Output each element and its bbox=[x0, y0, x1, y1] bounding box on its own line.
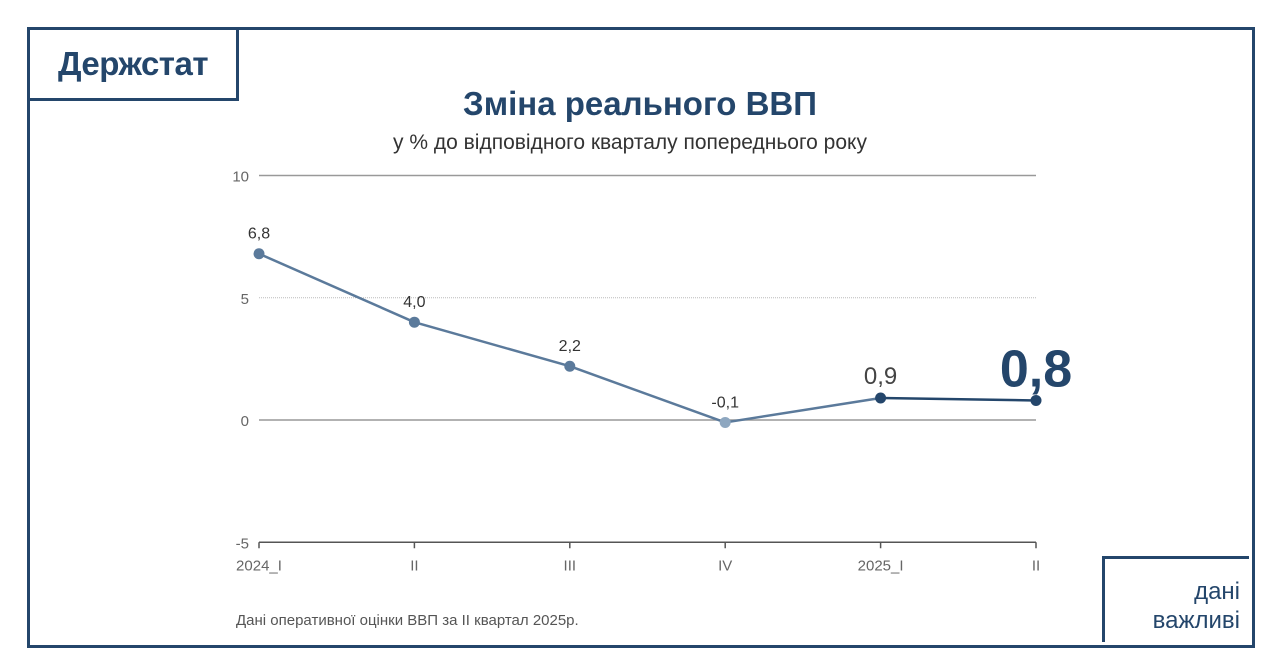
x-tick-label: II bbox=[410, 557, 418, 574]
data-label: 2,2 bbox=[559, 338, 581, 355]
data-point bbox=[719, 416, 731, 428]
outer-frame bbox=[27, 27, 1255, 648]
series-segment bbox=[414, 320, 571, 368]
x-tick-label: IV bbox=[718, 557, 732, 574]
data-point bbox=[875, 392, 887, 404]
derzhstat-logo: Держстат bbox=[27, 27, 239, 101]
data-point bbox=[564, 360, 576, 372]
data-point bbox=[408, 316, 420, 328]
chart-subtitle: у % до відповідного кварталу попередньог… bbox=[393, 131, 867, 154]
x-tick-label: II bbox=[1032, 557, 1040, 574]
x-tick-label: 2025_I bbox=[858, 557, 904, 574]
y-tick-label: 5 bbox=[241, 291, 249, 308]
data-label: -0,1 bbox=[711, 394, 739, 411]
footnote: Дані оперативної оцінки ВВП за II кварта… bbox=[236, 612, 579, 629]
data-point bbox=[1030, 394, 1042, 406]
slogan-line-2: важливі bbox=[1152, 607, 1240, 634]
y-tick-label: -5 bbox=[236, 535, 249, 552]
x-tick-label: III bbox=[564, 557, 577, 574]
slogan-line-1: дані bbox=[1194, 578, 1240, 605]
data-point bbox=[253, 248, 265, 260]
series-segment bbox=[725, 396, 881, 424]
data-label: 4,0 bbox=[403, 294, 425, 311]
y-tick-label: 10 bbox=[232, 169, 249, 186]
data-label: 0,9 bbox=[864, 363, 897, 390]
data-label: 6,8 bbox=[248, 226, 270, 243]
slogan-box: дані важливі bbox=[1102, 556, 1249, 642]
data-label: 0,8 bbox=[1000, 340, 1072, 398]
series-segment bbox=[258, 252, 415, 324]
y-tick-label: 0 bbox=[241, 413, 249, 430]
chart-title: Зміна реального ВВП bbox=[463, 85, 817, 122]
series-segment bbox=[569, 365, 726, 424]
series-segment bbox=[880, 396, 1037, 402]
x-tick-label: 2024_I bbox=[236, 557, 282, 574]
